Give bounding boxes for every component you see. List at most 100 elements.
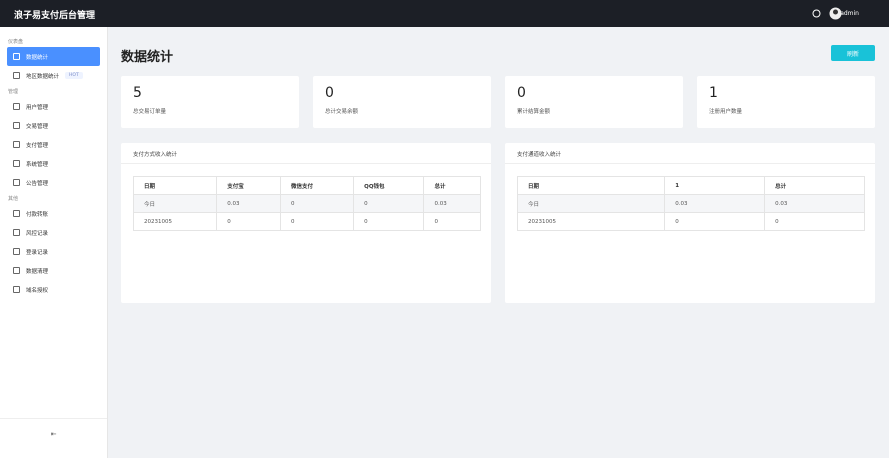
nav-icon (13, 210, 20, 217)
nav-item[interactable]: 登录记录 (7, 242, 100, 261)
stat-value: 5 (133, 85, 142, 101)
stat-value: 1 (709, 85, 718, 101)
refresh-label: 刷新 (846, 50, 859, 58)
nav-icon (13, 179, 20, 186)
nav-label: 支付管理 (26, 142, 49, 149)
table-cell: 20231005 (516, 212, 666, 231)
nav-label: 域名授权 (26, 287, 49, 294)
column-header: 微信支付 (280, 176, 355, 195)
panel-title: 支付通道收入统计 (505, 143, 875, 164)
table-cell: 0 (353, 212, 425, 231)
column-header: QQ钱包 (353, 176, 425, 195)
nav-item[interactable]: 交易管理 (7, 116, 100, 135)
nav-item[interactable]: 付款转账 (7, 204, 100, 223)
nav-icon (13, 53, 20, 60)
table-cell: 0.03 (664, 194, 766, 213)
stat-card: 1 注册用户数量 (697, 76, 875, 128)
table-cell: 今日 (516, 194, 666, 213)
data-table: 日期 支付宝 微信支付 QQ钱包 总计 今日 0.03 0 0 0.03 20231005 0 0 0 0 (132, 176, 481, 231)
nav-icon (13, 229, 20, 236)
nav-item[interactable]: 数据清理 (7, 261, 100, 280)
nav-label: 数据清理 (26, 268, 49, 275)
theme-toggle[interactable] (812, 9, 821, 18)
nav-section: 其他 (8, 196, 19, 202)
table-row: 今日 0.03 0 0 0.03 (132, 194, 481, 213)
table-cell: 0.03 (423, 194, 481, 213)
nav-icon (13, 160, 20, 167)
column-header: 日期 (516, 176, 666, 195)
stat-label: 累计结算金额 (517, 109, 551, 115)
table-row: 今日 0.03 0.03 (516, 194, 865, 213)
panel: 支付方式收入统计 日期 支付宝 微信支付 QQ钱包 总计 今日 0.03 0 0 0.03 20231… (121, 143, 491, 303)
nav-label: 风控记录 (26, 230, 49, 237)
header-row: 日期 支付宝 微信支付 QQ钱包 总计 (132, 176, 481, 195)
column-header: 支付宝 (216, 176, 282, 195)
nav: 仪表盘数据统计地区数据统计 HOT 管理用户管理交易管理支付管理系统管理公告管理其他… (0, 27, 107, 299)
column-header: 总计 (423, 176, 481, 195)
table-cell: 0 (353, 194, 425, 213)
nav-label: 数据统计 (26, 54, 49, 61)
nav-icon (13, 103, 20, 110)
table-row: 20231005 0 0 (516, 212, 865, 231)
data-table: 日期 1 总计 今日 0.03 0.03 20231005 0 0 (516, 176, 865, 231)
stat-card: 0 总计交易余额 (313, 76, 491, 128)
nav-item[interactable]: 用户管理 (7, 97, 100, 116)
stat-card: 0 累计结算金额 (505, 76, 683, 128)
main: 数据统计 刷新 5 总交易订单量 0 总计交易余额 0 累计结算金额 1 注册用户数量支付方式… (108, 27, 889, 458)
nav-label: 交易管理 (26, 123, 49, 130)
nav-label: 公告管理 (26, 180, 49, 187)
nav-item[interactable]: 公告管理 (7, 173, 100, 192)
column-header: 总计 (764, 176, 865, 195)
nav-label: 付款转账 (26, 211, 49, 218)
stat-card: 5 总交易订单量 (121, 76, 299, 128)
nav-badge: HOT (65, 72, 83, 79)
column-header: 日期 (132, 176, 218, 195)
nav-icon (13, 286, 20, 293)
nav-item[interactable]: 系统管理 (7, 154, 100, 173)
stat-label: 总交易订单量 (133, 109, 167, 115)
nav-icon (13, 72, 20, 79)
nav-item[interactable]: 支付管理 (7, 135, 100, 154)
nav-item[interactable]: 数据统计 (7, 47, 100, 66)
table-cell: 0 (280, 212, 355, 231)
nav-label: 地区数据统计 (26, 73, 60, 80)
stat-value: 0 (517, 85, 526, 101)
nav-section: 仪表盘 (8, 39, 24, 45)
stat-value: 0 (325, 85, 334, 101)
user-menu[interactable]: admin (840, 10, 859, 17)
nav-section: 管理 (8, 89, 19, 95)
sidebar: 仪表盘数据统计地区数据统计 HOT 管理用户管理交易管理支付管理系统管理公告管理其他… (0, 27, 108, 458)
nav-label: 登录记录 (26, 249, 49, 256)
table-cell: 今日 (132, 194, 218, 213)
column-header: 1 (664, 176, 766, 195)
nav-icon (13, 122, 20, 129)
nav-item[interactable]: 地区数据统计 HOT (7, 66, 100, 85)
avatar[interactable] (829, 7, 842, 20)
stat-label: 总计交易余额 (325, 109, 359, 115)
nav-label: 系统管理 (26, 161, 49, 168)
page-title: 数据统计 (121, 50, 174, 65)
panel-title: 支付方式收入统计 (121, 143, 491, 164)
table-row: 20231005 0 0 0 0 (132, 212, 481, 231)
nav-icon (13, 141, 20, 148)
table-cell: 0 (216, 212, 282, 231)
collapse-button[interactable]: ⇤ (0, 418, 107, 458)
table-cell: 20231005 (132, 212, 218, 231)
table-cell: 0.03 (764, 194, 865, 213)
nav-item[interactable]: 风控记录 (7, 223, 100, 242)
nav-icon (13, 248, 20, 255)
stat-label: 注册用户数量 (709, 109, 743, 115)
app-title: 浪子易支付后台管理 (14, 11, 96, 21)
table-cell: 0 (423, 212, 481, 231)
table-cell: 0 (280, 194, 355, 213)
top-bar: 浪子易支付后台管理 admin (0, 0, 889, 27)
nav-icon (13, 267, 20, 274)
refresh-button[interactable]: 刷新 (831, 45, 875, 61)
nav-label: 用户管理 (26, 104, 49, 111)
nav-item[interactable]: 域名授权 (7, 280, 100, 299)
table-cell: 0.03 (216, 194, 282, 213)
table-cell: 0 (664, 212, 766, 231)
panel: 支付通道收入统计 日期 1 总计 今日 0.03 0.03 20231005 0 0 (505, 143, 875, 303)
